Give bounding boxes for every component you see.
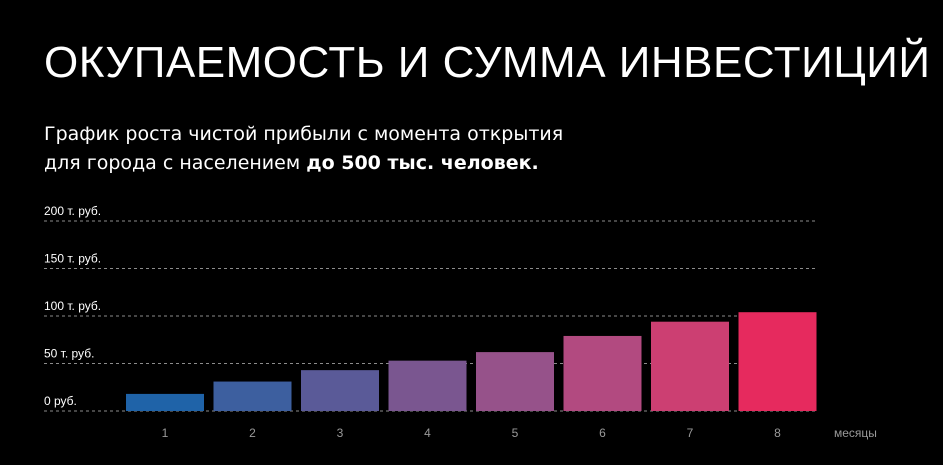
y-axis-tick-labels: 0 руб. 50 т. руб. 100 т. руб. 150 т. руб. 20… bbox=[44, 204, 101, 408]
x-tick-label: 3 bbox=[337, 426, 344, 440]
x-tick-label: 7 bbox=[687, 426, 694, 440]
bars bbox=[126, 312, 817, 411]
bar bbox=[213, 381, 292, 411]
x-tick-label: 8 bbox=[774, 426, 781, 440]
bar bbox=[563, 335, 642, 411]
x-tick-label: 2 bbox=[249, 426, 256, 440]
y-tick-label: 50 т. руб. bbox=[44, 347, 94, 361]
page-title: ОКУПАЕМОСТЬ И СУММА ИНВЕСТИЦИЙ bbox=[44, 38, 931, 87]
y-tick-label: 150 т. руб. bbox=[44, 252, 101, 266]
y-tick-label: 200 т. руб. bbox=[44, 204, 101, 218]
subtitle-line-1: График роста чистой прибыли с момента от… bbox=[44, 123, 564, 145]
bar bbox=[126, 393, 204, 411]
x-axis-tick-labels: 1 2 3 4 5 6 7 8 bbox=[162, 426, 782, 440]
x-tick-label: 1 bbox=[162, 426, 169, 440]
x-axis-label: месяцы bbox=[834, 426, 877, 440]
y-tick-label: 0 руб. bbox=[44, 394, 77, 408]
bar bbox=[651, 321, 729, 411]
bar bbox=[388, 360, 467, 411]
x-tick-label: 5 bbox=[512, 426, 519, 440]
bar bbox=[476, 352, 554, 411]
chart-subtitle: График роста чистой прибыли с момента от… bbox=[44, 120, 563, 178]
subtitle-line-2-prefix: для города с населением bbox=[44, 152, 307, 174]
x-tick-label: 6 bbox=[599, 426, 606, 440]
bar bbox=[738, 312, 817, 411]
x-tick-label: 4 bbox=[424, 426, 431, 440]
subtitle-line-2-bold: до 500 тыс. человек. bbox=[306, 152, 539, 174]
subtitle-line-2: для города с населением до 500 тыс. чело… bbox=[44, 149, 563, 178]
y-tick-label: 100 т. руб. bbox=[44, 299, 101, 313]
bar bbox=[301, 370, 379, 411]
